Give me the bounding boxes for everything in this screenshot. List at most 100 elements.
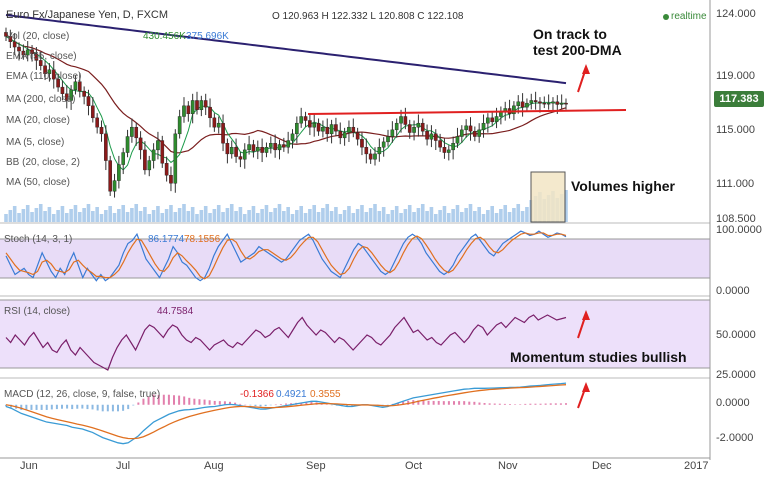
candle-body: [12, 41, 17, 48]
macd-hist-bar: [549, 403, 552, 405]
candle-body: [30, 49, 34, 54]
candle-body: [56, 78, 60, 88]
macd-hist-bar: [402, 401, 405, 405]
legend-ma20[interactable]: MA (20, close): [6, 115, 70, 126]
volume-bar: [460, 212, 464, 222]
candle-body: [186, 105, 191, 115]
volume-bar: [164, 209, 169, 222]
candle-body: [381, 141, 386, 148]
candle-body: [473, 130, 477, 137]
macd-hist-bar: [432, 400, 435, 405]
macd-hist-bar: [117, 404, 119, 412]
ma5-line: [5, 35, 566, 171]
volume-bar: [60, 206, 65, 222]
macd-hist-bar: [152, 394, 155, 405]
arrow-macd: [577, 382, 590, 409]
candle-body: [481, 122, 486, 131]
candle-body: [151, 149, 156, 161]
macd-hist-bar: [473, 401, 476, 405]
candle-body: [277, 144, 282, 151]
legend-stoch[interactable]: Stoch (14, 3, 1): [4, 234, 73, 245]
volume-bar: [451, 209, 455, 222]
volume-bar: [247, 210, 251, 222]
current-price-badge: 117.383: [714, 91, 764, 107]
macd-hist-bar: [147, 396, 150, 405]
macd-hist-bar: [488, 403, 491, 405]
volume-bar: [455, 205, 460, 222]
macd-hist-bar: [305, 402, 308, 405]
volume-bar: [290, 214, 295, 222]
annotation-volumes: Volumes higher: [571, 178, 675, 194]
volume-bar: [25, 205, 30, 222]
legend-ma5[interactable]: MA (5, close): [6, 137, 65, 148]
ma20-line: [5, 35, 567, 154]
volume-bar: [38, 204, 43, 222]
macd-hist-bar: [539, 403, 542, 405]
volume-bar: [203, 206, 208, 222]
legend-vol[interactable]: Vol (20, close): [6, 31, 70, 42]
macd-hist-bar: [35, 404, 38, 410]
candle-body: [351, 126, 356, 133]
x-tick-dec: Dec: [592, 460, 612, 472]
macd-hist-bar: [178, 395, 181, 405]
volume-bar: [299, 206, 303, 222]
resistance-line: [307, 109, 627, 115]
macd-hist-bar: [25, 404, 28, 410]
legend-ema55[interactable]: EMA (55, close): [6, 51, 77, 62]
volume-bar: [442, 206, 447, 222]
volume-bar: [4, 214, 8, 222]
x-tick-2017: 2017: [684, 460, 709, 472]
macd-hist-bar: [524, 403, 527, 405]
legend-ma200[interactable]: MA (200, close): [6, 94, 76, 105]
macd-hist-bar: [468, 401, 471, 405]
legend-bb[interactable]: BB (20, close, 2): [6, 157, 80, 168]
macd-hist-bar: [20, 404, 23, 410]
legend-ma50[interactable]: MA (50, close): [6, 177, 70, 188]
candle-body: [104, 133, 108, 161]
macd-hist-bar: [223, 401, 226, 405]
macd-hist-bar: [269, 404, 272, 406]
candle-body: [416, 122, 421, 128]
legend-ema110[interactable]: EMA (110, close): [6, 71, 82, 82]
macd-hist-bar: [346, 404, 349, 407]
candle-body: [334, 124, 338, 132]
macd-hist-bar: [442, 401, 445, 405]
volume-bar: [373, 204, 377, 222]
candle-body: [138, 137, 143, 151]
candle-body: [99, 126, 104, 135]
macd-hist-bar: [101, 404, 104, 412]
macd-series-line: [5, 382, 567, 445]
legend-macd[interactable]: MACD (12, 26, close, 9, false, true): [4, 389, 161, 400]
candle-body: [95, 117, 99, 128]
candle-body: [21, 50, 26, 56]
ma5-polyline: [5, 35, 566, 171]
macd-hist-bar: [208, 400, 211, 405]
candle-body: [60, 86, 65, 94]
volume-bar: [34, 208, 39, 222]
candle-body: [264, 147, 269, 153]
candle-body: [559, 102, 564, 105]
candle-body: [156, 140, 160, 151]
volume-bar: [351, 213, 356, 222]
volume-bar: [329, 211, 334, 222]
volume-bar: [104, 210, 108, 222]
candle-body: [247, 144, 251, 151]
volume-bar: [425, 211, 429, 222]
candle-body: [555, 101, 560, 105]
arrow-track: [577, 64, 590, 93]
x-tick-aug: Aug: [204, 460, 224, 472]
volume-bar: [433, 214, 438, 222]
volume-bar: [91, 211, 95, 222]
signal-series-line: [5, 384, 567, 440]
macd-hist-bar: [325, 404, 328, 405]
volume-bar: [208, 213, 212, 222]
candle-body: [195, 100, 199, 111]
volume-highlight-box: [530, 171, 566, 223]
macd-hist-bar: [534, 403, 537, 405]
legend-rsi[interactable]: RSI (14, close): [4, 306, 71, 317]
volume-bar: [182, 204, 186, 222]
volume-bar: [255, 213, 260, 222]
macd-value-3: 0.3555: [310, 389, 341, 400]
x-tick-oct: Oct: [405, 460, 423, 472]
volume-bar: [420, 204, 425, 222]
